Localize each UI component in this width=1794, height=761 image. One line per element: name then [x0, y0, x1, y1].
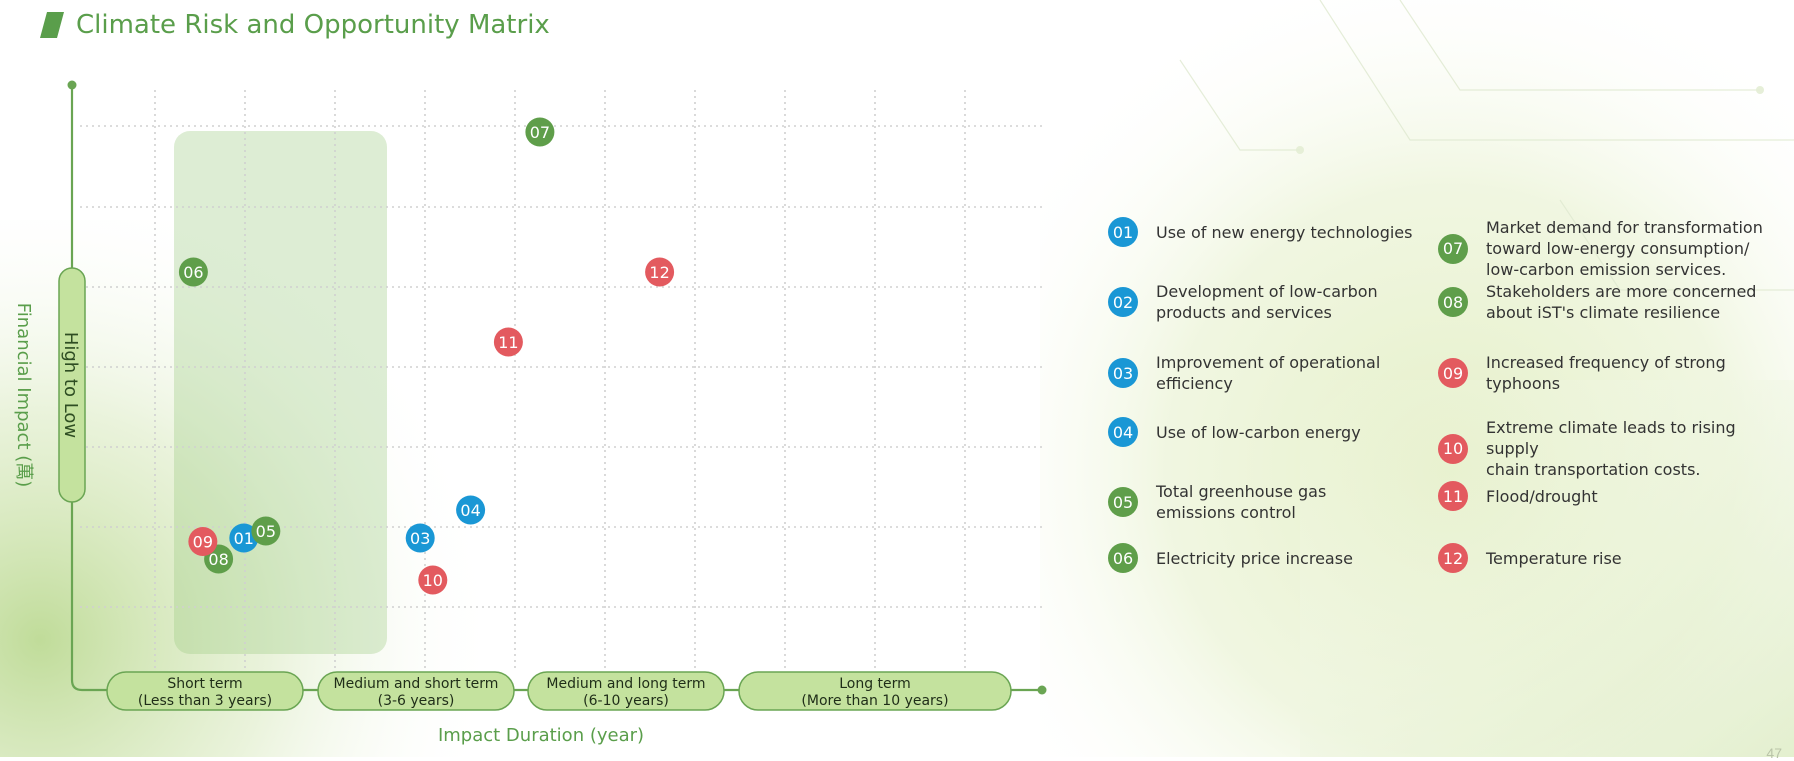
x-category-label: (3-6 years)	[378, 693, 455, 709]
x-category-label: (Less than 3 years)	[138, 693, 272, 709]
title-accent-icon	[40, 12, 64, 38]
legend-label: Temperature rise	[1486, 548, 1622, 568]
data-point-label: 06	[183, 263, 203, 282]
data-point-10: 10	[418, 565, 448, 595]
legend-label: Use of low-carbon energy	[1156, 422, 1361, 442]
legend-item-08: 08 Stakeholders are more concerned about …	[1438, 281, 1786, 323]
legend-label: Flood/drought	[1486, 486, 1598, 506]
data-point-09: 09	[188, 527, 218, 556]
legend-item-02: 02 Development of low-carbon products and…	[1108, 281, 1456, 323]
data-point-label: 10	[423, 571, 443, 590]
axis-corner	[70, 679, 1042, 692]
x-category-pills: Short term(Less than 3 years) Medium and …	[106, 671, 1012, 711]
y-axis-pill-label: High to Low	[60, 332, 81, 438]
risk-opportunity-matrix: High to Low Financial Impact (萬) Short t…	[13, 80, 1047, 746]
data-point-label: 04	[460, 501, 480, 520]
legend-item-05: 05 Total greenhouse gas emissions control	[1108, 481, 1456, 523]
legend-item-07: 07 Market demand for transformation towar…	[1438, 217, 1786, 280]
data-point-label: 08	[208, 550, 228, 569]
data-point-12: 12	[645, 257, 675, 287]
data-point-label: 03	[410, 529, 430, 548]
x-category-pill	[106, 671, 304, 711]
page-number: 47	[1766, 745, 1782, 761]
data-point-label: 09	[193, 533, 213, 552]
legend-item-03: 03 Improvement of operational efficiency	[1108, 352, 1456, 394]
x-category-label: Medium and short term	[334, 676, 499, 692]
short-term-highlight	[174, 131, 387, 654]
data-point-04: 04	[456, 495, 486, 525]
legend-item-04: 04 Use of low-carbon energy	[1108, 417, 1456, 447]
legend-label: Extreme climate leads to rising supply c…	[1486, 418, 1736, 479]
x-category-label: Medium and long term	[546, 676, 705, 692]
legend-badge: 01	[1108, 217, 1138, 247]
data-point-11: 11	[493, 327, 523, 357]
legend-label: Electricity price increase	[1156, 548, 1353, 568]
x-category-label: Long term	[839, 676, 911, 692]
legend-item-01: 01 Use of new energy technologies	[1108, 217, 1456, 247]
x-category-pill	[738, 671, 1012, 711]
data-point-label: 12	[649, 263, 669, 282]
legend-badge: 03	[1108, 358, 1138, 388]
legend-badge: 09	[1438, 358, 1468, 388]
data-point-marker	[456, 495, 486, 525]
data-point-label: 07	[530, 123, 550, 142]
x-axis-end-dot	[1037, 685, 1047, 695]
legend-badge: 08	[1438, 287, 1468, 317]
legend-label: Development of low-carbon products and s…	[1156, 282, 1378, 322]
data-point-label: 05	[256, 522, 276, 541]
legend-label: Market demand for transformation toward …	[1486, 218, 1763, 279]
data-point-07: 07	[525, 117, 555, 147]
y-axis-end-dot	[67, 80, 77, 90]
legend-item-11: 11 Flood/drought	[1438, 481, 1786, 511]
data-point-01: 01	[229, 523, 259, 553]
x-category-label: (More than 10 years)	[801, 693, 948, 709]
x-category-pill	[527, 671, 725, 711]
data-point-marker	[178, 257, 208, 287]
x-category-pill	[317, 671, 515, 711]
data-point-marker	[251, 516, 281, 546]
y-axis-pill	[58, 267, 86, 503]
legend-label: Total greenhouse gas emissions control	[1156, 482, 1327, 522]
legend-badge: 11	[1438, 481, 1468, 511]
data-point-marker	[229, 523, 259, 553]
grid	[80, 90, 1045, 672]
legend-label: Use of new energy technologies	[1156, 222, 1413, 242]
legend-badge: 12	[1438, 543, 1468, 573]
data-point-03: 03	[405, 523, 435, 553]
legend-label: Improvement of operational efficiency	[1156, 353, 1381, 393]
data-point-marker	[188, 527, 218, 556]
data-point-marker	[525, 117, 555, 147]
data-point-marker	[645, 257, 675, 287]
data-point-label: 01	[234, 529, 254, 548]
data-point-label: 11	[498, 333, 518, 352]
x-category-label: Short term	[167, 676, 242, 692]
legend-badge: 06	[1108, 543, 1138, 573]
legend-badge: 05	[1108, 487, 1138, 517]
data-point-marker	[418, 565, 448, 595]
data-point-marker	[405, 523, 435, 553]
legend-item-09: 09 Increased frequency of strong typhoons	[1438, 352, 1786, 394]
x-axis-title: Impact Duration (year)	[438, 725, 644, 746]
x-category-label: (6-10 years)	[583, 693, 669, 709]
legend-item-12: 12 Temperature rise	[1438, 543, 1786, 573]
data-point-05: 05	[251, 516, 281, 546]
legend-item-10: 10 Extreme climate leads to rising supply…	[1438, 417, 1786, 480]
legend-badge: 10	[1438, 433, 1468, 464]
legend-badge: 04	[1108, 417, 1138, 447]
y-axis-title: Financial Impact (萬)	[13, 303, 34, 488]
data-point-marker	[493, 327, 523, 357]
legend-label: Increased frequency of strong typhoons	[1486, 353, 1726, 393]
page-header: Climate Risk and Opportunity Matrix	[40, 10, 550, 40]
data-point-06: 06	[178, 257, 208, 287]
legend-badge: 02	[1108, 287, 1138, 317]
legend-label: Stakeholders are more concerned about iS…	[1486, 282, 1757, 322]
page-title: Climate Risk and Opportunity Matrix	[76, 10, 550, 40]
legend-badge: 07	[1438, 233, 1468, 264]
legend-item-06: 06 Electricity price increase	[1108, 543, 1456, 573]
